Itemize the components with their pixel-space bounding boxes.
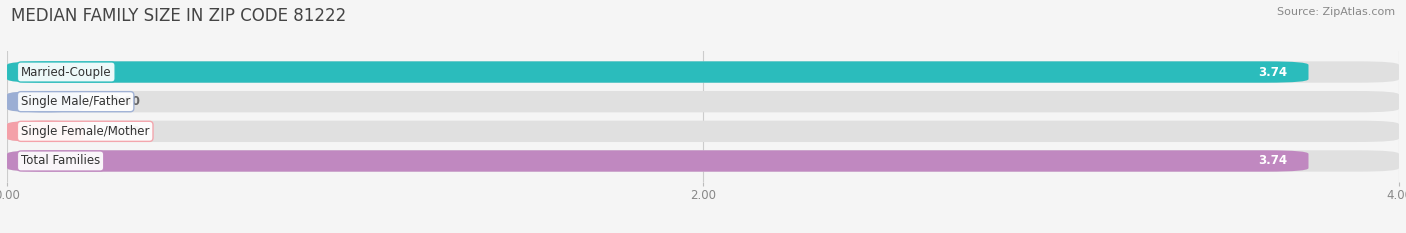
- Text: 3.74: 3.74: [1258, 65, 1288, 79]
- FancyBboxPatch shape: [7, 121, 1399, 142]
- Text: 3.74: 3.74: [1258, 154, 1288, 168]
- FancyBboxPatch shape: [7, 61, 1309, 83]
- Text: Single Male/Father: Single Male/Father: [21, 95, 131, 108]
- FancyBboxPatch shape: [7, 91, 1399, 112]
- Text: Married-Couple: Married-Couple: [21, 65, 111, 79]
- Text: 0.00: 0.00: [111, 95, 141, 108]
- Text: Total Families: Total Families: [21, 154, 100, 168]
- Text: Source: ZipAtlas.com: Source: ZipAtlas.com: [1277, 7, 1395, 17]
- Text: MEDIAN FAMILY SIZE IN ZIP CODE 81222: MEDIAN FAMILY SIZE IN ZIP CODE 81222: [11, 7, 346, 25]
- FancyBboxPatch shape: [7, 121, 83, 142]
- Text: 0.00: 0.00: [111, 125, 141, 138]
- FancyBboxPatch shape: [7, 91, 83, 112]
- FancyBboxPatch shape: [7, 150, 1309, 172]
- FancyBboxPatch shape: [7, 61, 1399, 83]
- Text: Single Female/Mother: Single Female/Mother: [21, 125, 149, 138]
- FancyBboxPatch shape: [7, 150, 1399, 172]
